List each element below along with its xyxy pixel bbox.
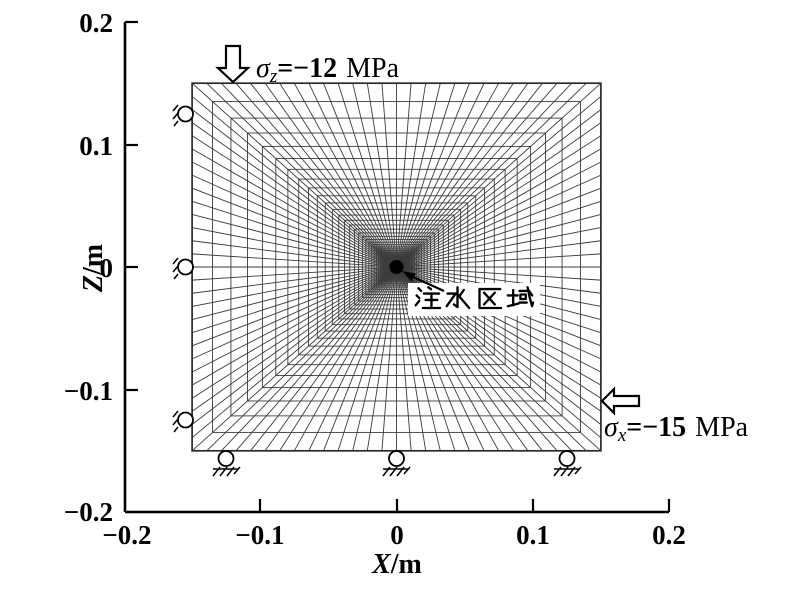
left-block-arrow-icon xyxy=(600,386,641,416)
injection-annotation-arrow xyxy=(402,271,445,293)
roller-supports-left xyxy=(172,104,194,433)
z-axis-title: Z/m xyxy=(78,244,109,293)
z-tick-label-0: 0 xyxy=(100,253,114,283)
roller-supports-bottom xyxy=(212,450,582,477)
roller-support-left-bottom xyxy=(172,410,194,433)
x-tick-label-0.2: 0.2 xyxy=(652,520,686,550)
z-tick-label-0.2: 0.2 xyxy=(79,8,113,38)
glyph-qu xyxy=(478,287,503,310)
roller-support-left-middle xyxy=(172,257,194,280)
axis-ticks xyxy=(125,20,671,512)
glyph-shui xyxy=(445,286,471,310)
x-tick-label-0.1: 0.1 xyxy=(516,520,550,550)
x-tick-label--0.1: −0.1 xyxy=(235,520,284,550)
z-tick-label--0.1: −0.1 xyxy=(64,376,113,406)
sigma-x-label: σx=−15 MPa xyxy=(604,412,749,446)
x-axis-title: X/m xyxy=(371,549,422,580)
injection-region-label xyxy=(414,286,535,310)
roller-support-bottom-center xyxy=(382,450,411,477)
fem-mesh xyxy=(191,82,602,452)
roller-support-bottom-left xyxy=(212,450,241,477)
z-tick-label--0.2: −0.2 xyxy=(64,497,113,527)
right-load: σx=−15 MPa xyxy=(600,386,749,446)
roller-support-left-top xyxy=(172,104,194,127)
down-block-arrow-icon xyxy=(215,44,251,84)
x-tick-label--0.2: −0.2 xyxy=(102,520,151,550)
x-tick-label-0: 0 xyxy=(390,520,404,550)
glyph-yu xyxy=(506,286,535,308)
z-tick-label-0.1: 0.1 xyxy=(79,131,113,161)
sigma-z-label: σz=−12 MPa xyxy=(256,53,400,87)
roller-support-bottom-right xyxy=(553,450,582,477)
injection-point-dot xyxy=(389,260,404,274)
top-load: σz=−12 MPa xyxy=(215,44,400,87)
glyph-zhu xyxy=(414,286,442,310)
